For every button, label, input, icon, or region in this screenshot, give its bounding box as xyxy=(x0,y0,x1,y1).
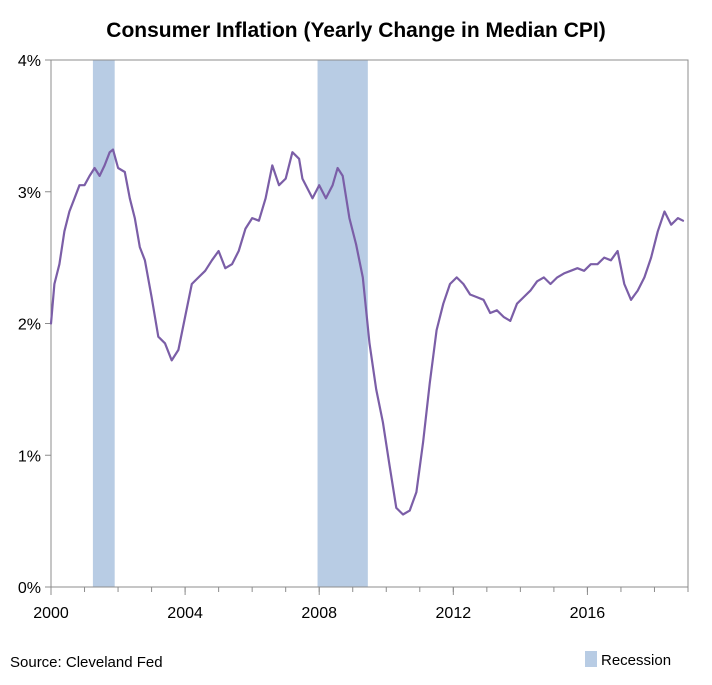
y-tick-label: 0% xyxy=(18,580,41,597)
legend-swatch-recession xyxy=(585,651,597,667)
recession-bands xyxy=(92,60,368,587)
recession-band-2 xyxy=(317,60,368,587)
tick-labels: 0% 1% 2% 3% 4% 2000 2004 2008 2012 2016 xyxy=(18,53,605,622)
series-lines xyxy=(49,148,685,516)
x-tick-label: 2000 xyxy=(33,605,69,622)
y-tick-label: 2% xyxy=(18,317,41,334)
source-note: Source: Cleveland Fed xyxy=(10,654,163,671)
chart-title: Consumer Inflation (Yearly Change in Med… xyxy=(106,19,605,42)
legend-label-recession: Recession xyxy=(601,652,671,669)
y-tick-label: 4% xyxy=(18,53,41,70)
x-tick-label: 2016 xyxy=(570,605,606,622)
x-tick-label: 2008 xyxy=(301,605,337,622)
recession-band-1 xyxy=(92,60,115,587)
x-tick-label: 2004 xyxy=(167,605,203,622)
plot-frame xyxy=(50,59,689,588)
x-tick-label: 2012 xyxy=(436,605,472,622)
y-tick-label: 3% xyxy=(18,185,41,202)
y-tick-label: 1% xyxy=(18,448,41,465)
series-line-1 xyxy=(49,148,685,516)
